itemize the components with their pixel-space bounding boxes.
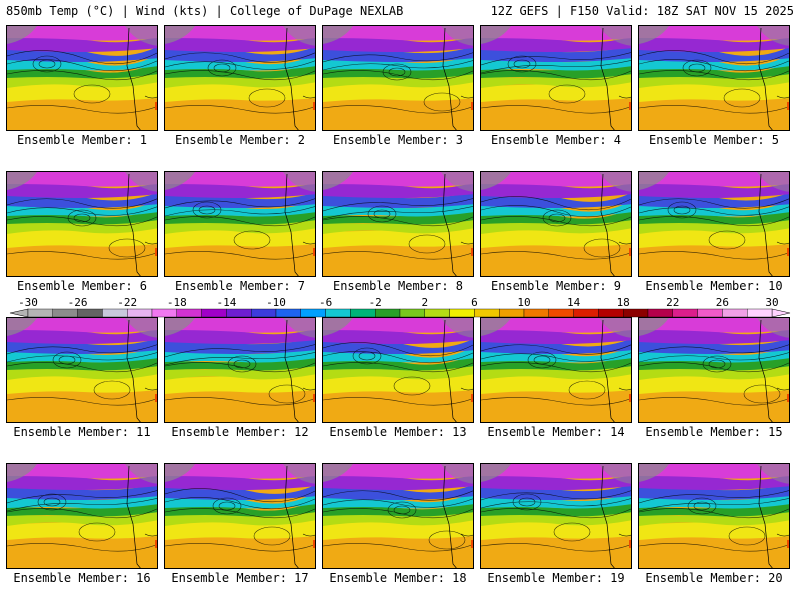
colorbar-tick-label: 30 [765, 297, 778, 309]
colorbar-swatch [449, 308, 475, 318]
ensemble-panel [322, 171, 474, 277]
colorbar-swatch [424, 308, 450, 318]
colorbar-swatch [77, 308, 103, 318]
member-label: Ensemble Member: 6 [16, 279, 148, 293]
colorbar-swatch [523, 308, 549, 318]
member-label: Ensemble Member: 8 [332, 279, 464, 293]
ensemble-panel [638, 25, 790, 131]
colorbar-swatch [176, 308, 202, 318]
ensemble-panel [638, 171, 790, 277]
colorbar-swatch [325, 308, 351, 318]
member-label: Ensemble Member: 14 [487, 425, 625, 439]
colorbar-tick-label: -26 [68, 297, 88, 309]
member-label: Ensemble Member: 4 [490, 133, 622, 147]
ensemble-panel [164, 463, 316, 569]
colorbar-tick-label: -6 [319, 297, 332, 309]
member-label: Ensemble Member: 7 [174, 279, 306, 293]
member-label: Ensemble Member: 2 [174, 133, 306, 147]
colorbar-swatch [647, 308, 673, 318]
member-label: Ensemble Member: 18 [329, 571, 467, 585]
colorbar-low-arrow [9, 308, 29, 318]
colorbar-tick-label: 6 [471, 297, 478, 309]
colorbar-swatch [375, 308, 401, 318]
colorbar-tick-label: -14 [216, 297, 236, 309]
colorbar-tick-label: 14 [567, 297, 581, 309]
ensemble-panel [322, 25, 474, 131]
ensemble-panel [638, 463, 790, 569]
map-title: 850mb Temp (°C) | Wind (kts) | College o… [6, 4, 404, 18]
member-label: Ensemble Member: 16 [13, 571, 151, 585]
colorbar-swatch [201, 308, 227, 318]
colorbar-swatch [548, 308, 574, 318]
colorbar-swatch [499, 308, 525, 318]
colorbar-swatch [52, 308, 78, 318]
colorbar-swatch [697, 308, 723, 318]
member-label: Ensemble Member: 12 [171, 425, 309, 439]
ensemble-panel [6, 171, 158, 277]
colorbar-tick-label: -18 [167, 297, 187, 309]
colorbar-tick-label: 22 [666, 297, 679, 309]
colorbar-swatch [573, 308, 599, 318]
colorbar-swatch [672, 308, 698, 318]
ensemble-panel [164, 25, 316, 131]
colorbar-swatch [126, 308, 153, 318]
colorbar-tick-label: -30 [18, 297, 38, 309]
member-label: Ensemble Member: 1 [16, 133, 148, 147]
colorbar-swatch [623, 308, 649, 318]
colorbar-swatch [598, 308, 624, 318]
colorbar-swatch [350, 308, 376, 318]
ensemble-panel [6, 25, 158, 131]
colorbar-swatch [27, 308, 53, 318]
member-label: Ensemble Member: 19 [487, 571, 625, 585]
colorbar-swatch [399, 308, 425, 318]
colorbar-swatch [226, 308, 252, 318]
colorbar-tick-label: 26 [716, 297, 729, 309]
ensemble-panel [480, 463, 632, 569]
ensemble-panel [6, 463, 158, 569]
colorbar-swatch [250, 308, 277, 318]
colorbar-high-arrow [771, 308, 791, 318]
colorbar-tick-label: 2 [421, 297, 428, 309]
colorbar-swatch [300, 308, 326, 318]
ensemble-panel [164, 171, 316, 277]
member-label: Ensemble Member: 13 [329, 425, 467, 439]
ensemble-panel [322, 317, 474, 423]
ensemble-panel [480, 25, 632, 131]
colorbar-swatch [747, 308, 773, 318]
member-label: Ensemble Member: 9 [490, 279, 622, 293]
member-label: Ensemble Member: 3 [332, 133, 464, 147]
ensemble-panel [322, 463, 474, 569]
colorbar-tick-label: 10 [517, 297, 530, 309]
colorbar-tick-label: 18 [617, 297, 630, 309]
ensemble-panel [638, 317, 790, 423]
colorbar-tick-label: -10 [266, 297, 286, 309]
run-valid-time: 12Z GEFS | F150 Valid: 18Z SAT NOV 15 20… [490, 4, 794, 18]
ensemble-panel [480, 171, 632, 277]
colorbar-tick-label: -22 [117, 297, 137, 309]
colorbar-swatch [102, 308, 128, 318]
member-label: Ensemble Member: 11 [13, 425, 151, 439]
member-label: Ensemble Member: 20 [645, 571, 783, 585]
member-label: Ensemble Member: 17 [171, 571, 309, 585]
colorbar-swatch [722, 308, 748, 318]
colorbar-tick-label: -2 [369, 297, 382, 309]
member-label: Ensemble Member: 10 [645, 279, 783, 293]
ensemble-panel [480, 317, 632, 423]
ensemble-panel [164, 317, 316, 423]
temperature-colorbar: -30-26-22-18-14-10-6-2261014182226303438… [9, 297, 791, 318]
colorbar-swatch [474, 308, 500, 318]
colorbar-swatch [151, 308, 177, 318]
ensemble-panel [6, 317, 158, 423]
member-label: Ensemble Member: 15 [645, 425, 783, 439]
colorbar-swatch [275, 308, 301, 318]
member-label: Ensemble Member: 5 [648, 133, 780, 147]
